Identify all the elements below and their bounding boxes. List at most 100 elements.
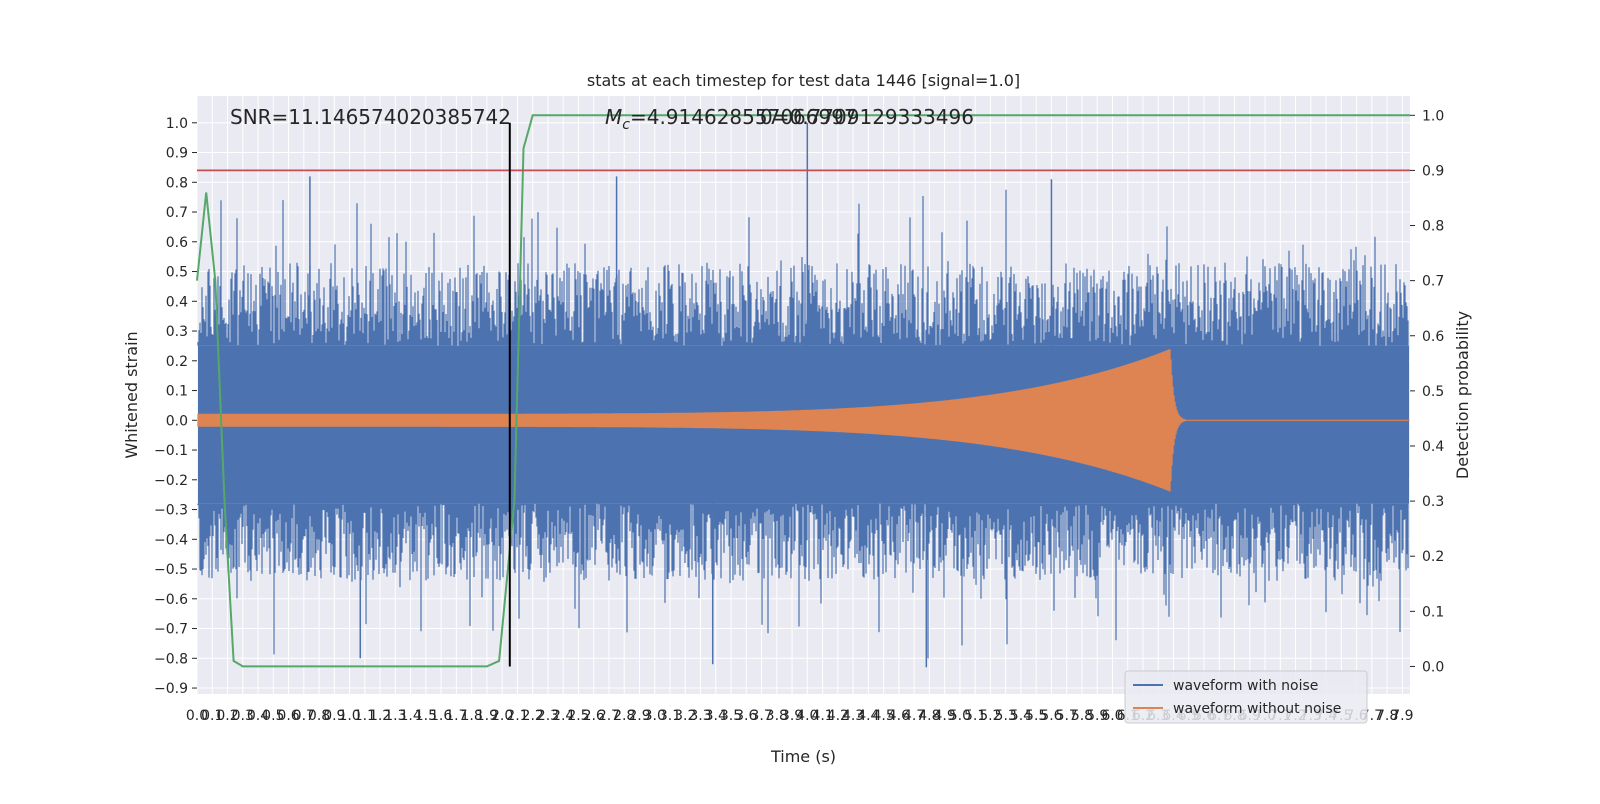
x-tick-label-7: 0.7 — [293, 708, 315, 724]
x-tick-label-18: 1.8 — [461, 708, 483, 724]
snr-annotation: SNR=11.146574020385742 — [230, 105, 511, 129]
x-tick-label-48: 4.8 — [918, 708, 940, 724]
y-tick-label-left-13: −0.3 — [154, 503, 188, 519]
x-tick-label-41: 4.1 — [811, 708, 833, 724]
y-tick-label-left-4: 0.6 — [166, 235, 188, 251]
x-tick-label-39: 3.9 — [781, 708, 803, 724]
y-tick-label-left-19: −0.9 — [154, 681, 188, 697]
y-tick-label-right-9: 0.1 — [1422, 604, 1444, 620]
y-tick-label-right-5: 0.5 — [1422, 384, 1444, 400]
x-tick-label-38: 3.8 — [766, 708, 788, 724]
x-tick-label-54: 5.4 — [1010, 708, 1032, 724]
chirp-mass-annotation: Mc=4.914628557066997 — [605, 105, 857, 133]
x-tick-label-21: 2.1 — [506, 708, 528, 724]
x-tick-label-16: 1.6 — [430, 708, 452, 724]
y-tick-label-left-16: −0.6 — [154, 592, 188, 608]
y-tick-label-left-9: 0.1 — [166, 384, 188, 400]
y-axis-label-left: Whitened strain — [122, 331, 141, 458]
x-tick-label-78: 7.8 — [1376, 708, 1398, 724]
y-tick-label-right-4: 0.6 — [1422, 329, 1444, 345]
x-tick-label-10: 1.0 — [338, 708, 360, 724]
x-tick-label-47: 4.7 — [903, 708, 925, 724]
markers — [197, 122, 1410, 667]
x-tick-label-0: 0.0 — [186, 708, 208, 724]
y-tick-label-left-18: −0.8 — [154, 651, 188, 667]
y-axis-label-right: Detection probability — [1453, 311, 1472, 479]
x-tick-label-53: 5.3 — [995, 708, 1017, 724]
x-tick-label-28: 2.8 — [613, 708, 635, 724]
x-tick-label-23: 2.3 — [537, 708, 559, 724]
y-tick-label-left-3: 0.7 — [166, 205, 188, 221]
x-tick-label-52: 5.2 — [979, 708, 1001, 724]
y-tick-label-left-0: 1.0 — [166, 116, 188, 132]
legend-box — [1124, 670, 1368, 724]
x-tick-label-20: 2.0 — [491, 708, 513, 724]
x-tick-label-9: 0.9 — [323, 708, 345, 724]
x-tick-label-44: 4.4 — [857, 708, 879, 724]
y-tick-label-right-3: 0.7 — [1422, 274, 1444, 290]
x-tick-label-37: 3.7 — [750, 708, 772, 724]
x-tick-label-14: 1.4 — [399, 708, 421, 724]
overlap-annotation: 0=0.7709129333496 — [760, 105, 974, 129]
x-tick-label-12: 1.2 — [369, 708, 391, 724]
x-tick-label-11: 1.1 — [354, 708, 376, 724]
y-tick-label-right-7: 0.3 — [1422, 494, 1444, 510]
x-tick-label-50: 5.0 — [949, 708, 971, 724]
chirp-strokes — [197, 349, 1410, 492]
x-tick-label-35: 3.5 — [720, 708, 742, 724]
x-tick-label-19: 1.9 — [476, 708, 498, 724]
x-tick-label-46: 4.6 — [888, 708, 910, 724]
x-tick-label-15: 1.5 — [415, 708, 437, 724]
chirp-mass-value: =4.914628557066997 — [630, 105, 857, 129]
y-tick-label-left-15: −0.5 — [154, 562, 188, 578]
y-tick-label-left-11: −0.1 — [154, 443, 188, 459]
x-tick-label-27: 2.7 — [598, 708, 620, 724]
x-tick-label-3: 0.3 — [232, 708, 254, 724]
y-tick-label-right-2: 0.8 — [1422, 219, 1444, 235]
y-tick-label-left-1: 0.9 — [166, 146, 188, 162]
x-tick-label-40: 4.0 — [796, 708, 818, 724]
x-tick-label-24: 2.4 — [552, 708, 574, 724]
series-detection-probability — [196, 114, 1410, 668]
x-tick-label-55: 5.5 — [1025, 708, 1047, 724]
noise-lower-strokes — [197, 503, 1409, 659]
y-tick-label-left-8: 0.2 — [166, 354, 188, 370]
y-tick-label-left-6: 0.4 — [166, 294, 188, 310]
x-tick-label-8: 0.8 — [308, 708, 330, 724]
legend-entry-waveform-with-noise: waveform with noise — [1173, 678, 1318, 694]
x-tick-label-26: 2.6 — [583, 708, 605, 724]
chirp-mass-subscript: c — [622, 117, 630, 133]
x-tick-label-36: 3.6 — [735, 708, 757, 724]
x-tick-label-31: 3.1 — [659, 708, 681, 724]
x-tick-label-29: 2.9 — [628, 708, 650, 724]
x-axis-label: Time (s) — [770, 747, 836, 766]
x-tick-label-49: 4.9 — [934, 708, 956, 724]
x-tick-label-5: 0.5 — [262, 708, 284, 724]
y-tick-label-left-14: −0.4 — [154, 532, 188, 548]
x-tick-label-13: 1.3 — [384, 708, 406, 724]
y-tick-label-right-6: 0.4 — [1422, 439, 1444, 455]
y-tick-label-left-2: 0.8 — [166, 175, 188, 191]
x-tick-label-2: 0.2 — [216, 708, 238, 724]
x-tick-label-30: 3.0 — [644, 708, 666, 724]
x-tick-label-1: 0.1 — [201, 708, 223, 724]
probability-line — [196, 114, 1410, 668]
y-tick-label-left-10: 0.0 — [166, 413, 188, 429]
y-tick-label-right-10: 0.0 — [1422, 659, 1444, 675]
x-tick-label-43: 4.3 — [842, 708, 864, 724]
x-tick-label-4: 0.4 — [247, 708, 269, 724]
y-tick-label-left-17: −0.7 — [154, 622, 188, 638]
y-tick-label-left-5: 0.5 — [166, 265, 188, 281]
y-tick-label-right-8: 0.2 — [1422, 549, 1444, 565]
x-tick-label-57: 5.7 — [1056, 708, 1078, 724]
x-tick-label-60: 6.0 — [1101, 708, 1123, 724]
legend-entry-waveform-without-noise: waveform without noise — [1173, 701, 1341, 717]
chirp-mass-symbol: M — [605, 105, 622, 129]
x-tick-label-25: 2.5 — [567, 708, 589, 724]
x-tick-label-32: 3.2 — [674, 708, 696, 724]
x-tick-label-58: 5.8 — [1071, 708, 1093, 724]
x-tick-label-33: 3.3 — [689, 708, 711, 724]
x-tick-label-17: 1.7 — [445, 708, 467, 724]
